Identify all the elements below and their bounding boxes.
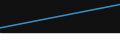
Bar bbox=[0, 0, 120, 32]
